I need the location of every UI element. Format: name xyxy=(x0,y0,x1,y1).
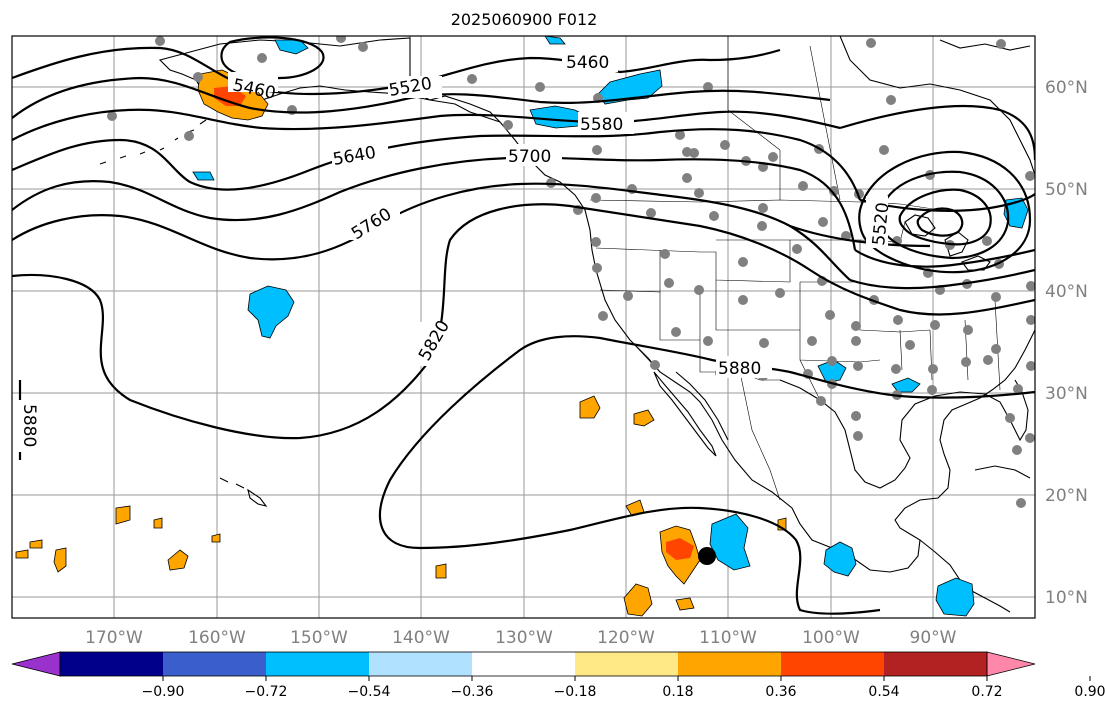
lat-label: 50°N xyxy=(1045,180,1088,200)
colorbar-tick-label: 0.90 xyxy=(1074,684,1105,700)
contour-label: 5880 xyxy=(19,404,39,447)
colorbar-tick-label: 0.54 xyxy=(868,684,899,700)
colorbar-cell xyxy=(884,652,988,676)
lon-label: 120°W xyxy=(597,628,655,648)
map-border xyxy=(11,35,1036,619)
colorbar-tick-label: 0.72 xyxy=(971,684,1002,700)
contour-label: 5700 xyxy=(508,147,551,167)
colorbar-cell xyxy=(266,652,370,676)
lon-label: 130°W xyxy=(495,628,553,648)
colorbar-tick-label: −0.54 xyxy=(348,684,391,700)
lon-label: 150°W xyxy=(290,628,348,648)
colorbar-extend-left xyxy=(11,651,61,677)
colorbar-cell xyxy=(472,652,576,676)
colorbar-cell xyxy=(781,652,885,676)
colorbar: −0.90 −0.72 −0.54 −0.36 −0.18 0.18 0.36 0.54 0.7… xyxy=(11,651,1105,700)
lon-label: 110°W xyxy=(699,628,757,648)
lat-label: 10°N xyxy=(1045,588,1088,608)
colorbar-cell xyxy=(163,652,267,676)
colorbar-tick-label: −0.36 xyxy=(451,684,494,700)
lat-label: 20°N xyxy=(1045,486,1088,506)
colorbar-cell xyxy=(678,652,782,676)
lon-label: 170°W xyxy=(85,628,143,648)
lon-label: 100°W xyxy=(802,628,860,648)
colorbar-tick-label: −0.90 xyxy=(142,684,185,700)
contour-label: 5460 xyxy=(566,53,609,73)
colorbar-cell xyxy=(575,652,679,676)
contour-label: 5580 xyxy=(580,115,623,135)
colorbar-cell xyxy=(369,652,473,676)
lat-label: 60°N xyxy=(1045,78,1088,98)
colorbar-tick-label: −0.72 xyxy=(245,684,288,700)
lon-label: 160°W xyxy=(188,628,246,648)
lat-label: 30°N xyxy=(1045,384,1088,404)
shaded-anomalies xyxy=(15,36,1029,617)
colorbar-tick-label: 0.18 xyxy=(662,684,693,700)
lat-label: 40°N xyxy=(1045,282,1088,302)
colorbar-tick-label: −0.18 xyxy=(554,684,597,700)
colorbar-extend-right xyxy=(986,651,1036,677)
storm-position-marker xyxy=(698,547,716,565)
lon-label: 90°W xyxy=(910,628,957,648)
colorbar-tick-label: 0.36 xyxy=(765,684,796,700)
contour-label: 5880 xyxy=(718,359,761,379)
lon-label: 140°W xyxy=(392,628,450,648)
contour-label: 5520 xyxy=(869,201,893,246)
colorbar-cell xyxy=(60,652,164,676)
graticule xyxy=(12,36,1035,618)
latitude-labels: 60°N 50°N 40°N 30°N 20°N 10°N xyxy=(1045,78,1088,608)
station-markers xyxy=(107,36,1035,508)
longitude-labels: 170°W 160°W 150°W 140°W 130°W 120°W 110°… xyxy=(85,628,957,648)
colorbar-frame xyxy=(59,651,988,677)
map-title: 2025060900 F012 xyxy=(450,10,598,29)
